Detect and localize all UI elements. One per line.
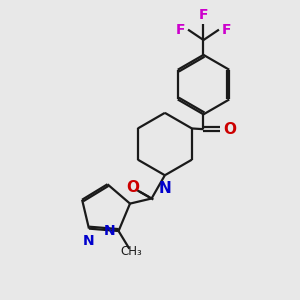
Text: F: F bbox=[221, 22, 231, 37]
Text: CH₃: CH₃ bbox=[120, 245, 142, 258]
Text: N: N bbox=[103, 224, 115, 238]
Text: F: F bbox=[176, 22, 186, 37]
Text: N: N bbox=[158, 181, 171, 196]
Text: O: O bbox=[224, 122, 236, 137]
Text: N: N bbox=[83, 234, 95, 248]
Text: F: F bbox=[199, 8, 208, 22]
Text: O: O bbox=[126, 180, 139, 195]
